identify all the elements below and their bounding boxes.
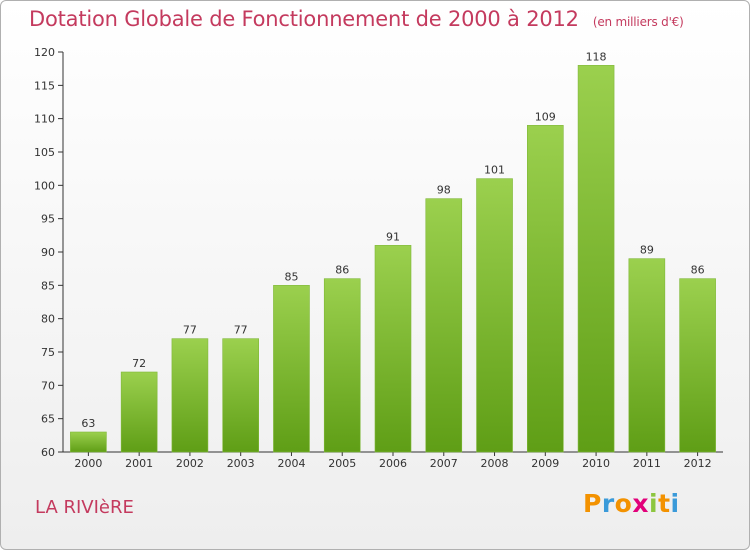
x-tick-label: 2011 xyxy=(633,457,661,470)
logo-letter: i xyxy=(670,489,680,518)
chart-title: Dotation Globale de Fonctionnement de 20… xyxy=(29,7,684,31)
commune-name: LA RIVIèRE xyxy=(35,497,134,518)
y-tick-label: 85 xyxy=(41,279,55,292)
y-tick-label: 70 xyxy=(41,379,55,392)
y-tick-label: 60 xyxy=(41,446,55,459)
bar xyxy=(171,338,209,453)
x-tick-label: 2003 xyxy=(227,457,255,470)
x-tick-label: 2010 xyxy=(582,457,610,470)
data-label: 85 xyxy=(284,270,298,283)
data-label: 91 xyxy=(386,230,400,243)
y-tick-label: 80 xyxy=(41,313,55,326)
x-tick-label: 2006 xyxy=(379,457,407,470)
bar xyxy=(425,198,463,453)
x-tick-label: 2000 xyxy=(74,457,102,470)
y-tick-label: 110 xyxy=(34,113,55,126)
y-tick-label: 65 xyxy=(41,413,55,426)
bar xyxy=(374,245,412,453)
x-tick-label: 2005 xyxy=(328,457,356,470)
x-tick-label: 2002 xyxy=(176,457,204,470)
logo-letter: o xyxy=(614,489,633,518)
x-tick-label: 2012 xyxy=(684,457,712,470)
bar xyxy=(120,371,158,453)
data-label: 77 xyxy=(234,324,248,337)
chart-subtitle: (en milliers d'€) xyxy=(592,15,684,29)
data-label: 63 xyxy=(81,417,95,430)
y-tick-label: 100 xyxy=(34,179,55,192)
bar xyxy=(476,178,513,453)
x-tick-label: 2009 xyxy=(531,457,559,470)
y-tick-label: 75 xyxy=(41,346,55,359)
proxiti-logo: Proxiti xyxy=(583,489,680,518)
x-tick-label: 2004 xyxy=(277,457,305,470)
data-label: 77 xyxy=(183,324,197,337)
y-tick-label: 90 xyxy=(41,246,55,259)
y-tick-label: 115 xyxy=(34,79,55,92)
bar xyxy=(273,285,310,453)
logo-letter: x xyxy=(632,489,649,518)
logo-letter: i xyxy=(649,489,659,518)
bar xyxy=(70,431,107,453)
y-tick-label: 105 xyxy=(34,146,55,159)
chart-title-text: Dotation Globale de Fonctionnement de 20… xyxy=(29,7,579,31)
bar xyxy=(679,278,716,453)
x-tick-label: 2001 xyxy=(125,457,153,470)
bar xyxy=(527,125,564,453)
bar xyxy=(222,338,259,453)
x-tick-label: 2007 xyxy=(430,457,458,470)
y-tick-label: 95 xyxy=(41,213,55,226)
data-label: 118 xyxy=(586,50,607,63)
data-label: 72 xyxy=(132,357,146,370)
data-label: 86 xyxy=(691,264,705,277)
chart-bars xyxy=(70,65,716,453)
logo-letter: r xyxy=(601,489,615,518)
chart-axes: 60 65 70 75 80 85 90 95 100 105 110 115 120 2000 2001 2… xyxy=(34,46,723,470)
bar xyxy=(323,278,361,453)
chart-labels: 63 72 77 77 85 86 91 98 101 109 118 89 86 xyxy=(81,50,704,430)
data-label: 89 xyxy=(640,244,654,257)
x-tick-label: 2008 xyxy=(481,457,509,470)
data-label: 86 xyxy=(335,264,349,277)
y-tick-label: 120 xyxy=(34,46,55,59)
bar xyxy=(577,65,615,453)
logo-letter: P xyxy=(583,489,602,518)
data-label: 101 xyxy=(484,164,505,177)
bar xyxy=(628,258,666,453)
data-label: 98 xyxy=(437,184,451,197)
logo-letter: t xyxy=(658,489,671,518)
data-label: 109 xyxy=(535,110,556,123)
